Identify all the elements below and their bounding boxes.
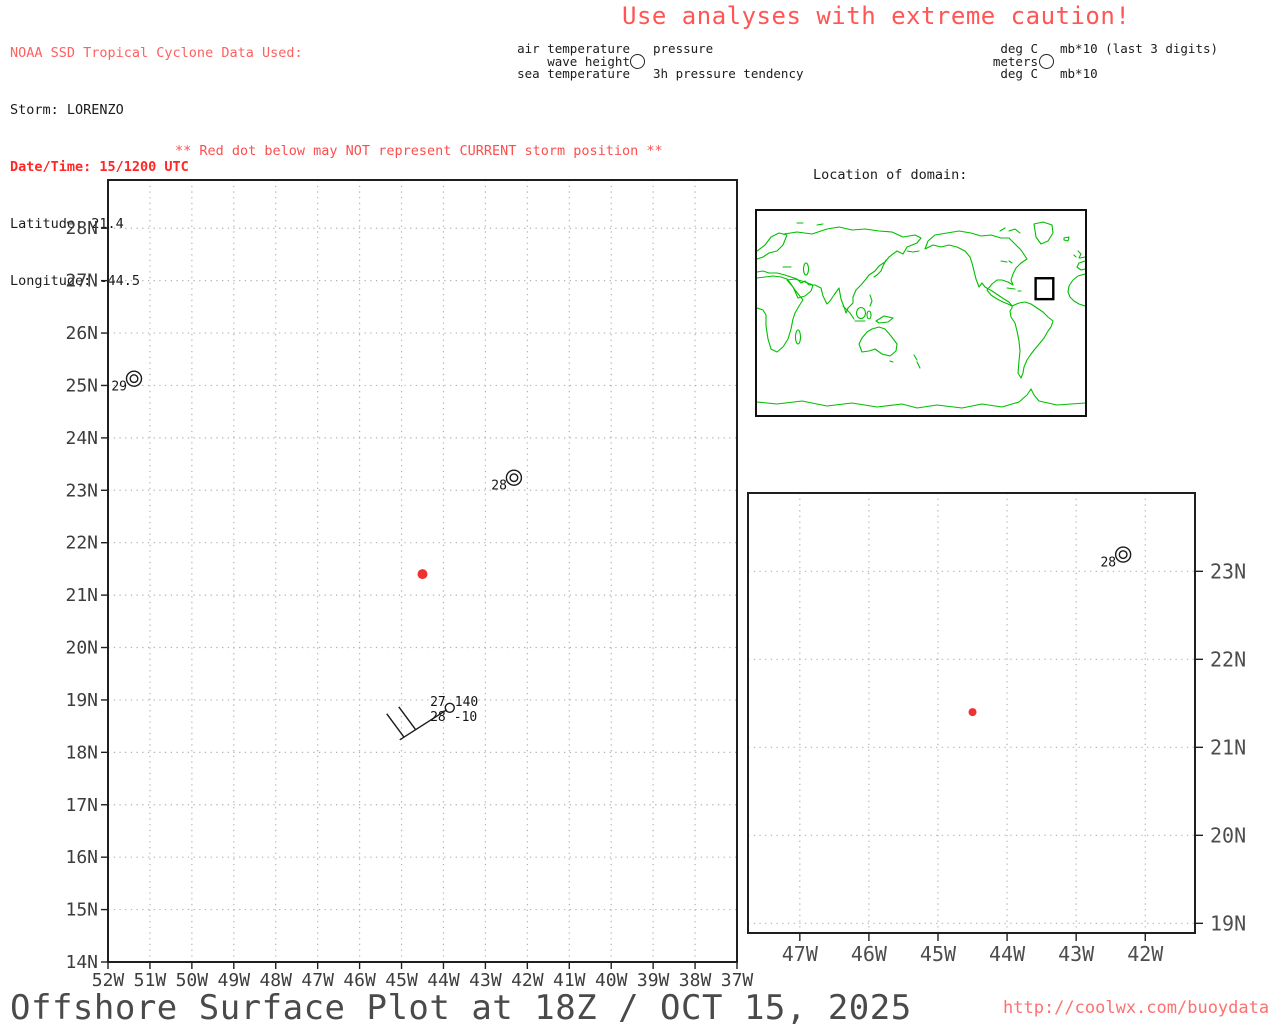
x-tick-label: 41W (553, 970, 586, 991)
x-tick-label: 47W (782, 942, 819, 966)
storm-position-dot (417, 569, 428, 580)
x-tick-label: 49W (218, 970, 251, 991)
source-url[interactable]: http://coolwx.com/buoydata (1003, 998, 1270, 1018)
ship-station-inner-circle (1118, 550, 1128, 560)
plot-frame (747, 492, 1196, 934)
legend-sea-temp-units: deg C (1000, 66, 1038, 81)
ship-sea-temperature-label: 28 (1100, 556, 1116, 571)
domain-map-title: Location of domain: (813, 167, 968, 183)
ship-sea-temperature-label: 29 (111, 380, 127, 395)
domain-map (755, 209, 1087, 417)
y-tick-label: 21N (1210, 735, 1246, 759)
x-tick-label: 43W (469, 970, 502, 991)
y-tick-label: 24N (65, 428, 98, 449)
legend-wave-height-units: meters (992, 53, 1038, 69)
y-tick-label: 20N (65, 638, 98, 659)
x-tick-label: 37W (721, 970, 754, 991)
legend-pressure-units: mb*10 (last 3 digits) (1060, 41, 1219, 56)
zoom-surface-plot: 47W 46W 45W 44W 43W 42W 19N 20N 21N 22N 23N 28 (747, 492, 1246, 966)
y-tick-label: 19N (1210, 911, 1246, 935)
x-tick-label: 42W (1127, 942, 1164, 966)
legend-air-temp-units: deg C (1000, 41, 1038, 56)
y-tick-label: 16N (65, 847, 98, 868)
world-map (756, 221, 1086, 409)
data-source-line: NOAA SSD Tropical Cyclone Data Used: (10, 45, 303, 61)
x-tick-label: 39W (637, 970, 670, 991)
ship-sea-temperature-label: 28 (491, 479, 507, 494)
y-tick-label: 25N (65, 375, 98, 396)
legend-air-temperature: air temperature (517, 41, 630, 56)
domain-rectangle (1034, 277, 1055, 301)
header-info-block: NOAA SSD Tropical Cyclone Data Used: Sto… (10, 6, 303, 329)
plot-title: Offshore Surface Plot at 18Z / OCT 15, 2… (10, 988, 912, 1024)
buoy-air-temperature-label: 27 (430, 695, 446, 710)
plot-frame (107, 179, 738, 963)
x-tick-label: 52W (92, 970, 125, 991)
wind-barb-feather (398, 706, 417, 731)
ship-station-outer-circle (1114, 546, 1132, 563)
y-tick-label: 18N (65, 742, 98, 763)
wind-barb-shaft (399, 709, 448, 741)
x-tick-label: 38W (679, 970, 712, 991)
x-tick-label: 46W (851, 942, 888, 966)
y-tick-label: 26N (65, 323, 98, 344)
y-tick-label: 14N (65, 952, 98, 973)
station-model-circle-icon (630, 54, 645, 69)
y-tick-label: 27N (65, 271, 98, 292)
x-tick-label: 50W (176, 970, 209, 991)
y-tick-label: 28N (65, 218, 98, 239)
datetime-line: Date/Time: 15/1200 UTC (10, 159, 189, 175)
x-tick-label: 45W (385, 970, 418, 991)
x-tick-label: 40W (595, 970, 628, 991)
legend-pressure: pressure (653, 41, 714, 56)
legend-pressure-tendency: 3h pressure tendency (653, 66, 804, 81)
x-tick-label: 43W (1058, 942, 1095, 966)
main-surface-plot: 52W 51W 50W 49W 48W 47W 46W 45W 44W 43W 42W 41W 40W 3… (65, 179, 754, 991)
ship-station-outer-circle (505, 469, 523, 486)
wind-barb-feather (386, 713, 405, 738)
y-tick-label: 22N (1210, 647, 1246, 671)
legend-pressure-tendency-units: mb*10 (1060, 66, 1098, 81)
y-tick-label: 17N (65, 795, 98, 816)
y-tick-label: 21N (65, 585, 98, 606)
y-tick-label: 20N (1210, 823, 1246, 847)
storm-position-dot (968, 708, 977, 717)
x-tick-label: 47W (301, 970, 334, 991)
world-coastline (756, 221, 1086, 409)
caution-headline: Use analyses with extreme caution! (622, 2, 1131, 30)
x-tick-label: 44W (989, 942, 1026, 966)
y-tick-label: 23N (65, 480, 98, 501)
legend-sea-temperature: sea temperature (517, 66, 630, 81)
y-tick-label: 22N (65, 533, 98, 554)
x-tick-label: 51W (134, 970, 167, 991)
ship-station-outer-circle (125, 370, 143, 387)
y-tick-label: 19N (65, 690, 98, 711)
buoy-pressure-label: 140 (455, 695, 478, 710)
x-tick-label: 44W (427, 970, 460, 991)
legend-wave-height: wave height (547, 53, 630, 69)
buoy-station-circle (444, 702, 455, 713)
ship-station-inner-circle (129, 374, 139, 384)
storm-name-line: Storm: LORENZO (10, 102, 124, 118)
ship-station-inner-circle (509, 473, 519, 483)
x-tick-label: 45W (920, 942, 957, 966)
units-model-circle-icon (1039, 54, 1054, 69)
storm-position-warning: ** Red dot below may NOT represent CURRE… (175, 143, 663, 159)
buoy-pressure-tendency-label: -10 (454, 710, 477, 725)
y-tick-label: 23N (1210, 559, 1246, 583)
y-tick-label: 15N (65, 900, 98, 921)
x-tick-label: 46W (343, 970, 376, 991)
x-tick-label: 42W (511, 970, 544, 991)
x-tick-label: 48W (259, 970, 292, 991)
